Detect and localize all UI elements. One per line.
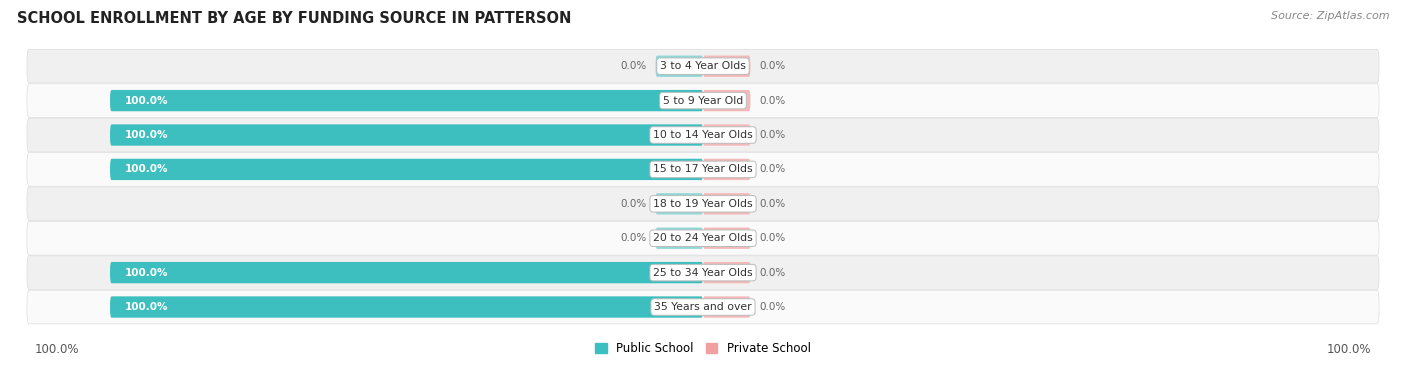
Text: 10 to 14 Year Olds: 10 to 14 Year Olds xyxy=(654,130,752,140)
Text: 18 to 19 Year Olds: 18 to 19 Year Olds xyxy=(654,199,752,209)
FancyBboxPatch shape xyxy=(27,221,1379,255)
FancyBboxPatch shape xyxy=(27,153,1379,186)
Text: 0.0%: 0.0% xyxy=(759,233,786,243)
FancyBboxPatch shape xyxy=(703,90,751,111)
Text: 0.0%: 0.0% xyxy=(759,302,786,312)
Text: 15 to 17 Year Olds: 15 to 17 Year Olds xyxy=(654,164,752,175)
Text: 0.0%: 0.0% xyxy=(620,199,647,209)
FancyBboxPatch shape xyxy=(703,296,751,318)
Text: 100.0%: 100.0% xyxy=(125,268,169,277)
Text: 35 Years and over: 35 Years and over xyxy=(654,302,752,312)
FancyBboxPatch shape xyxy=(703,55,751,77)
FancyBboxPatch shape xyxy=(27,118,1379,152)
Text: 100.0%: 100.0% xyxy=(125,302,169,312)
Text: 100.0%: 100.0% xyxy=(125,164,169,175)
FancyBboxPatch shape xyxy=(703,262,751,283)
FancyBboxPatch shape xyxy=(703,159,751,180)
Text: 0.0%: 0.0% xyxy=(759,268,786,277)
Text: 0.0%: 0.0% xyxy=(759,96,786,106)
FancyBboxPatch shape xyxy=(703,124,751,146)
Text: 5 to 9 Year Old: 5 to 9 Year Old xyxy=(662,96,744,106)
FancyBboxPatch shape xyxy=(27,256,1379,290)
Text: 0.0%: 0.0% xyxy=(759,199,786,209)
Text: 100.0%: 100.0% xyxy=(35,343,79,357)
FancyBboxPatch shape xyxy=(27,84,1379,118)
Text: 0.0%: 0.0% xyxy=(759,164,786,175)
Text: Source: ZipAtlas.com: Source: ZipAtlas.com xyxy=(1271,11,1389,21)
FancyBboxPatch shape xyxy=(110,90,703,111)
Text: 25 to 34 Year Olds: 25 to 34 Year Olds xyxy=(654,268,752,277)
FancyBboxPatch shape xyxy=(655,193,703,215)
FancyBboxPatch shape xyxy=(703,228,751,249)
Text: 100.0%: 100.0% xyxy=(125,130,169,140)
Text: 100.0%: 100.0% xyxy=(125,96,169,106)
FancyBboxPatch shape xyxy=(27,49,1379,83)
FancyBboxPatch shape xyxy=(27,290,1379,324)
Text: 0.0%: 0.0% xyxy=(620,61,647,71)
FancyBboxPatch shape xyxy=(703,193,751,215)
FancyBboxPatch shape xyxy=(27,187,1379,221)
Text: 20 to 24 Year Olds: 20 to 24 Year Olds xyxy=(654,233,752,243)
Text: 0.0%: 0.0% xyxy=(620,233,647,243)
Text: 0.0%: 0.0% xyxy=(759,61,786,71)
FancyBboxPatch shape xyxy=(110,124,703,146)
Text: SCHOOL ENROLLMENT BY AGE BY FUNDING SOURCE IN PATTERSON: SCHOOL ENROLLMENT BY AGE BY FUNDING SOUR… xyxy=(17,11,571,26)
FancyBboxPatch shape xyxy=(655,228,703,249)
FancyBboxPatch shape xyxy=(110,159,703,180)
Legend: Public School, Private School: Public School, Private School xyxy=(591,337,815,360)
FancyBboxPatch shape xyxy=(110,296,703,318)
Text: 3 to 4 Year Olds: 3 to 4 Year Olds xyxy=(659,61,747,71)
FancyBboxPatch shape xyxy=(655,55,703,77)
Text: 0.0%: 0.0% xyxy=(759,130,786,140)
Text: 100.0%: 100.0% xyxy=(1327,343,1371,357)
FancyBboxPatch shape xyxy=(110,262,703,283)
